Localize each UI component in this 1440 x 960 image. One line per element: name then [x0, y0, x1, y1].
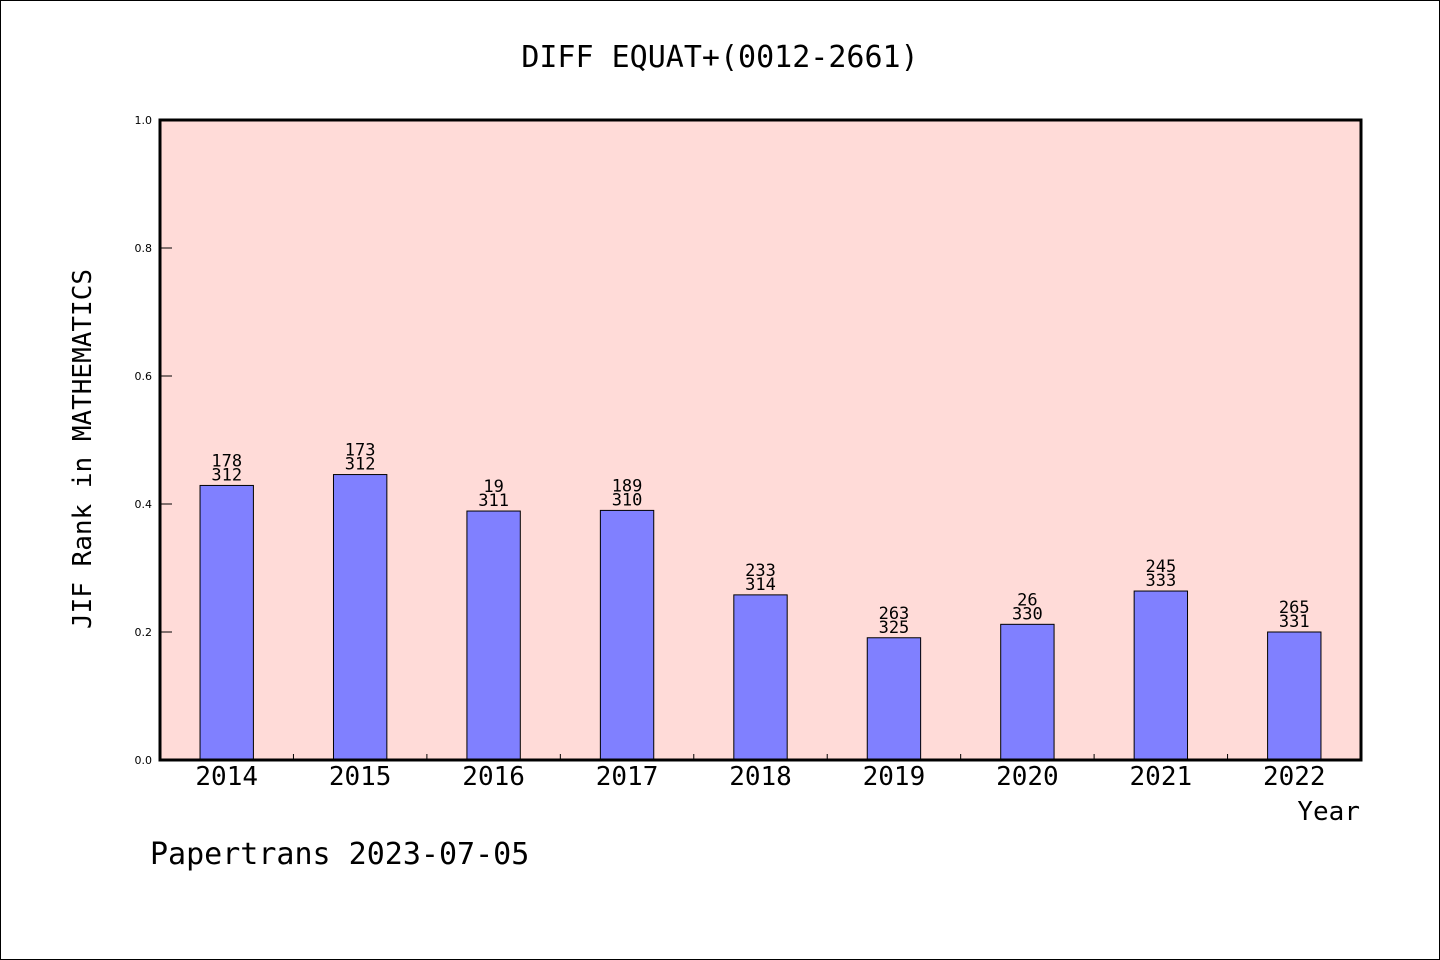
bar-rank-label: 233: [745, 561, 776, 581]
x-tick-label: 2019: [863, 762, 926, 792]
x-tick-label: 2017: [596, 762, 659, 792]
bar-total-label: 314: [745, 575, 776, 595]
bar: [1267, 631, 1322, 761]
bar-total-label: 312: [211, 465, 242, 485]
bar-rank-label: 189: [612, 476, 643, 496]
bar-rank-label: 263: [879, 604, 910, 624]
bar-total-label: 310: [612, 490, 643, 510]
bar: [599, 509, 655, 761]
bar: [332, 474, 388, 761]
x-axis: 2014 2015 2016 2017 2018 2019 2020 2021 2022: [195, 754, 1326, 792]
bar-total-label: 312: [345, 455, 376, 475]
bars: [199, 474, 1322, 761]
y-axis-label: JIF Rank in MATHEMATICS: [68, 269, 98, 629]
x-tick-label: 2020: [996, 762, 1059, 792]
x-tick-label: 2018: [729, 762, 792, 792]
y-axis: 0.0 0.2 0.4 0.6 0.8 1.0: [135, 114, 172, 767]
x-tick-label: 2021: [1130, 762, 1193, 792]
bar: [733, 594, 788, 761]
bar: [1000, 623, 1055, 761]
x-tick-label: 2015: [329, 762, 392, 792]
bar-total-label: 330: [1012, 604, 1043, 624]
footer-text: Papertrans 2023-07-05: [150, 837, 529, 872]
bar-total-label: 325: [879, 618, 910, 638]
plot-frame: [158, 118, 1363, 762]
y-tick-label: 0.2: [135, 626, 153, 639]
bar-total-label: 311: [478, 491, 509, 511]
bar-rank-label: 178: [211, 451, 242, 471]
x-tick-label: 2022: [1263, 762, 1326, 792]
bar: [1133, 590, 1189, 761]
bar-rank-label: 265: [1279, 598, 1310, 618]
y-tick-label: 1.0: [135, 114, 153, 127]
bar-total-label: 333: [1145, 571, 1176, 591]
bar-rank-label: 19: [483, 477, 503, 497]
y-tick-label: 0.0: [135, 754, 153, 767]
bar: [866, 637, 922, 761]
bar-labels: 1783121733121931118931023331426332526330…: [211, 441, 1309, 638]
bar: [466, 510, 521, 761]
chart-title: DIFF EQUAT+(0012-2661): [521, 40, 918, 75]
bar: [199, 484, 254, 761]
y-tick-label: 0.4: [135, 498, 153, 511]
x-tick-label: 2016: [462, 762, 525, 792]
y-tick-label: 0.6: [135, 370, 153, 383]
x-tick-label: 2014: [195, 762, 258, 792]
y-tick-label: 0.8: [135, 242, 153, 255]
x-axis-label: Year: [1297, 797, 1360, 827]
bar-rank-label: 26: [1017, 590, 1037, 610]
bar-rank-label: 245: [1145, 557, 1176, 577]
bar-total-label: 331: [1279, 612, 1310, 632]
bar-rank-label: 173: [345, 441, 376, 461]
